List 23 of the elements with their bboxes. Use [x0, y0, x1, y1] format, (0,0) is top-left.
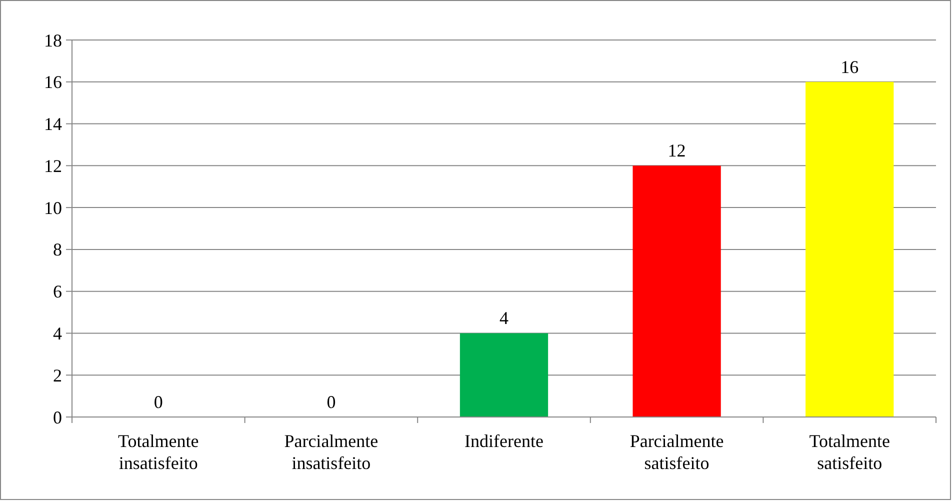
y-tick-label: 10 [44, 198, 62, 218]
y-tick-label: 14 [44, 114, 62, 134]
y-tick-label: 4 [53, 324, 62, 344]
bar [806, 82, 894, 417]
x-tick-label: Totalmente insatisfeito [118, 431, 199, 473]
y-tick-label: 12 [44, 156, 62, 176]
data-label: 0 [326, 392, 336, 412]
bar [460, 333, 548, 417]
x-tick-label: Totalmente satisfeito [809, 431, 890, 473]
data-label: 0 [154, 392, 163, 412]
x-tick-label: Indiferente [464, 431, 544, 451]
y-tick-label: 6 [53, 282, 62, 302]
y-tick-label: 8 [53, 240, 62, 260]
data-label: 16 [840, 56, 859, 77]
bar [632, 166, 721, 417]
x-tick-label: Parcialmente satisfeito [630, 431, 724, 473]
y-tick-label: 16 [44, 72, 62, 92]
y-tick-label: 18 [44, 30, 62, 50]
x-tick-label: Parcialmente insatisfeito [284, 431, 378, 473]
data-label: 4 [500, 308, 508, 328]
data-label: 12 [668, 140, 686, 161]
y-tick-label: 0 [53, 407, 62, 428]
y-tick-label: 2 [53, 365, 62, 386]
